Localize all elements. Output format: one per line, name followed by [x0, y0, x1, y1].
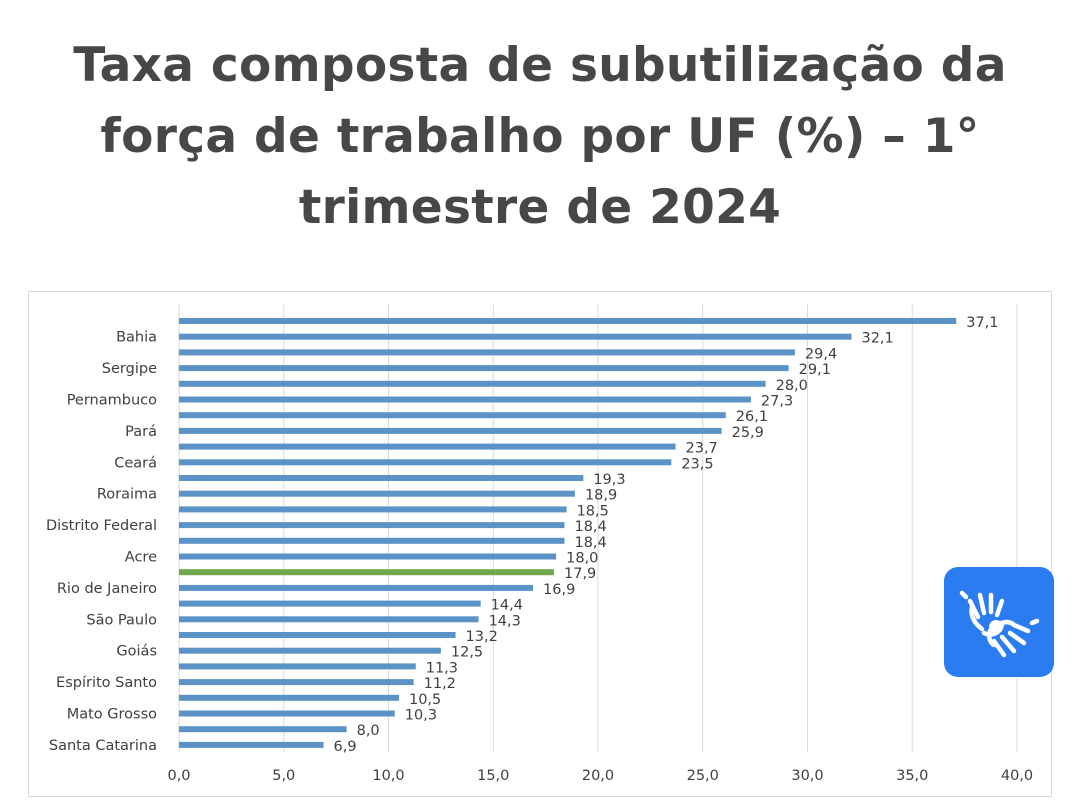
bar — [179, 365, 789, 372]
chart-area: 37,1 32,1 29,4 29,1 28,0 27,3 26,1 25,9 23,7 23,5… — [28, 291, 1052, 797]
value-label: 14,3 — [489, 613, 521, 629]
value-label: 26,1 — [736, 409, 768, 425]
x-tick-label: 0,0 — [167, 768, 190, 784]
chart-title: Taxa composta de subutilização da força … — [73, 38, 1007, 235]
bar — [179, 679, 414, 686]
bar — [179, 710, 395, 717]
value-label: 14,4 — [491, 598, 523, 614]
value-label: 13,2 — [466, 629, 498, 645]
value-label: 27,3 — [761, 394, 793, 410]
x-tick-label: 35,0 — [896, 768, 928, 784]
x-tick-label: 15,0 — [477, 768, 509, 784]
value-label: 12,5 — [451, 645, 483, 661]
category-label: Ceará — [114, 455, 157, 471]
category-label: Santa Catarina — [49, 738, 157, 754]
x-tick-label: 40,0 — [1001, 768, 1033, 784]
value-label: 28,0 — [776, 378, 808, 394]
bar — [179, 663, 416, 670]
bar — [179, 569, 555, 576]
category-label: Espírito Santo — [56, 675, 157, 691]
bar — [179, 584, 534, 591]
bar — [179, 380, 766, 387]
bar — [179, 506, 567, 513]
category-label: Rio de Janeiro — [57, 581, 157, 597]
bar — [179, 726, 347, 733]
value-label: 18,5 — [577, 503, 609, 519]
value-label: 18,4 — [574, 535, 606, 551]
bar — [179, 427, 722, 434]
value-label: 37,1 — [966, 315, 998, 331]
value-label: 19,3 — [593, 472, 625, 488]
bar — [179, 318, 957, 324]
x-tick-label: 10,0 — [372, 768, 404, 784]
category-label: Sergipe — [102, 361, 157, 377]
bar — [179, 475, 584, 481]
x-axis-tick-labels: 0,0 5,0 10,0 15,0 20,0 25,0 30,0 35,0 40,0 — [167, 768, 1033, 784]
bar — [179, 694, 399, 701]
gridlines — [178, 304, 1018, 752]
x-tick-label: 20,0 — [582, 768, 614, 784]
libras-hands-icon — [959, 590, 1040, 658]
value-labels: 37,1 32,1 29,429,128,027,326,125,9 23,723,5… — [334, 315, 999, 755]
category-label: Bahia — [116, 330, 157, 346]
bar — [179, 537, 565, 544]
category-label: Pernambuco — [67, 393, 157, 409]
bar — [179, 741, 324, 748]
bar-chart: 37,1 32,1 29,429,128,027,326,125,9 23,723,5… — [46, 304, 1033, 784]
value-label: 11,2 — [424, 676, 456, 692]
value-label: 29,1 — [799, 362, 831, 378]
bar — [179, 553, 557, 560]
x-tick-label: 30,0 — [791, 768, 823, 784]
bar — [179, 616, 479, 623]
bar — [179, 349, 795, 356]
category-labels: Bahia Sergipe Pernambuco Pará Ceará Roraima Di… — [46, 330, 157, 754]
category-label: São Paulo — [86, 612, 157, 628]
value-label: 32,1 — [861, 331, 893, 347]
value-label: 23,5 — [681, 456, 713, 472]
bar — [179, 396, 751, 403]
libras-accessibility-button[interactable] — [944, 567, 1054, 677]
bar — [179, 600, 481, 607]
value-label: 10,3 — [405, 708, 437, 724]
value-label: 18,0 — [566, 551, 598, 567]
value-label: 16,9 — [543, 582, 575, 598]
category-label: Mato Grosso — [67, 707, 157, 723]
value-label: 6,9 — [334, 739, 357, 755]
category-label: Acre — [125, 550, 157, 566]
bar — [179, 412, 726, 419]
category-label: Roraima — [97, 487, 157, 503]
bar — [179, 459, 672, 466]
value-label: 29,4 — [805, 346, 837, 362]
bar — [179, 333, 852, 340]
value-label: 18,9 — [585, 488, 617, 504]
bar — [179, 443, 676, 450]
bar — [179, 647, 441, 654]
bar — [179, 490, 575, 497]
x-tick-label: 5,0 — [272, 768, 295, 784]
value-label: 23,7 — [686, 441, 718, 457]
bar — [179, 632, 456, 638]
value-label: 25,9 — [732, 425, 764, 441]
bars — [179, 318, 957, 748]
category-label: Distrito Federal — [46, 518, 157, 534]
bar — [179, 522, 565, 529]
value-label: 18,4 — [574, 519, 606, 535]
x-tick-label: 25,0 — [687, 768, 719, 784]
value-label: 8,0 — [357, 723, 380, 739]
value-label: 17,9 — [564, 566, 596, 582]
value-label: 11,3 — [426, 660, 458, 676]
category-label: Goiás — [116, 644, 157, 660]
value-label: 10,5 — [409, 692, 441, 708]
category-label: Pará — [125, 424, 157, 440]
